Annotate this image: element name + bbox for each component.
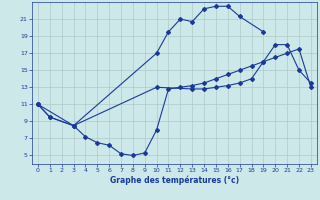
X-axis label: Graphe des températures (°c): Graphe des températures (°c) (110, 176, 239, 185)
